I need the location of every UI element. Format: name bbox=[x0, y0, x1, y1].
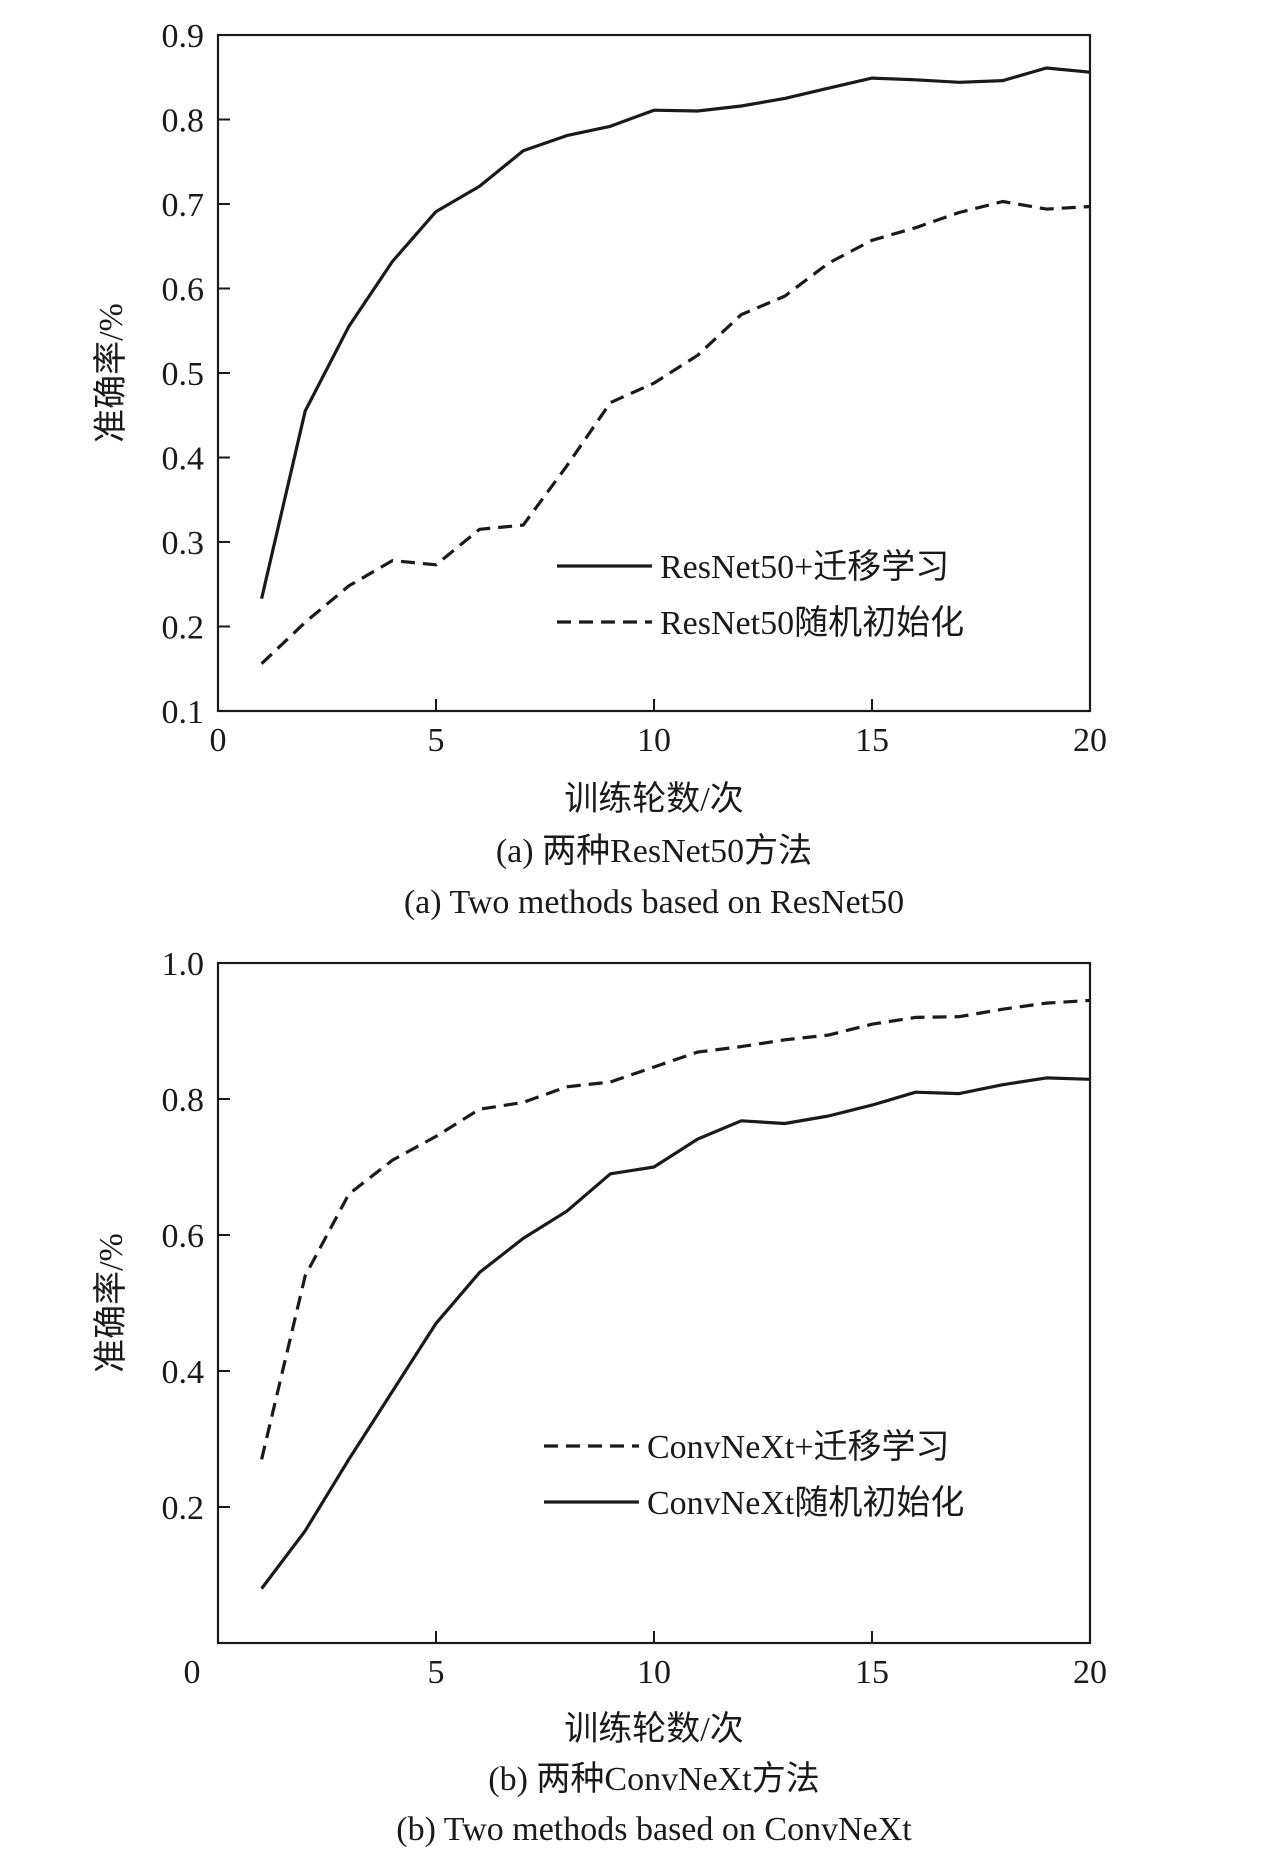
chart-a-x-tick-label: 15 bbox=[855, 722, 889, 759]
chart-a-y-tick-label: 0.8 bbox=[162, 103, 205, 140]
chart-b-x-tick-label: 20 bbox=[1073, 1654, 1107, 1691]
chart-a-x-axis: 0 5 10 15 20 bbox=[210, 699, 1107, 759]
chart-b-caption-cn: (b) 两种ConvNeXt方法 bbox=[488, 1760, 819, 1798]
chart-b-x-tick-label: 5 bbox=[428, 1654, 445, 1691]
chart-a-y-tick-label: 0.4 bbox=[162, 441, 205, 478]
chart-b-legend-label-1: ConvNeXt+迁移学习 bbox=[647, 1428, 950, 1466]
chart-a-y-tick-label: 0.5 bbox=[162, 356, 205, 393]
chart-b-x-axis: 0 5 10 15 20 bbox=[184, 1631, 1107, 1691]
chart-b-x-tick-label: 15 bbox=[855, 1654, 889, 1691]
chart-b-caption-en: (b) Two methods based on ConvNeXt bbox=[396, 1811, 912, 1848]
chart-a-x-tick-label: 5 bbox=[428, 722, 445, 759]
chart-a-series-line-2 bbox=[260, 199, 1091, 665]
chart-b-plot-frame bbox=[216, 961, 1092, 1645]
chart-a-x-tick-label: 10 bbox=[637, 722, 671, 759]
chart-a-x-tick-label: 0 bbox=[210, 722, 227, 759]
chart-b-y-tick-label: 0.8 bbox=[162, 1082, 205, 1119]
chart-b-x-tick-label: 10 bbox=[637, 1654, 671, 1691]
chart-b-y-tick-label: 1.0 bbox=[162, 946, 205, 983]
chart-a: 0.1 0.2 0.3 0.4 0.5 0.6 0.7 0.8 0.9 0 5 10 15 20 准确率… bbox=[92, 18, 1107, 921]
chart-b-series bbox=[260, 998, 1091, 1590]
chart-a-series-line-1 bbox=[260, 66, 1091, 599]
chart-a-legend-label-2: ResNet50随机初始化 bbox=[660, 604, 964, 642]
chart-a-legend-label-1: ResNet50+迁移学习 bbox=[660, 548, 949, 586]
chart-a-y-tick-label: 0.6 bbox=[162, 272, 205, 309]
chart-b: 0.2 0.4 0.6 0.8 1.0 0 5 10 15 20 准确率/% 训练轮数/次 Co… bbox=[92, 946, 1107, 1848]
chart-a-legend: ResNet50+迁移学习 ResNet50随机初始化 bbox=[557, 548, 964, 642]
chart-b-x-axis-title: 训练轮数/次 bbox=[564, 1710, 743, 1748]
chart-b-legend: ConvNeXt+迁移学习 ConvNeXt随机初始化 bbox=[544, 1428, 964, 1522]
chart-a-y-tick-label: 0.7 bbox=[162, 187, 205, 224]
chart-b-y-axis: 0.2 0.4 0.6 0.8 1.0 bbox=[162, 946, 230, 1527]
chart-a-y-tick-label: 0.9 bbox=[162, 18, 205, 55]
chart-a-x-tick-label: 20 bbox=[1073, 722, 1107, 759]
chart-a-caption-cn: (a) 两种ResNet50方法 bbox=[496, 832, 812, 870]
chart-b-y-tick-label: 0.4 bbox=[162, 1354, 205, 1391]
chart-b-y-tick-label: 0.6 bbox=[162, 1218, 205, 1255]
chart-a-y-tick-label: 0.3 bbox=[162, 525, 205, 562]
chart-b-y-tick-label: 0.2 bbox=[162, 1490, 205, 1527]
chart-a-caption-en: (a) Two methods based on ResNet50 bbox=[404, 884, 904, 921]
chart-a-y-axis-title: 准确率/% bbox=[92, 303, 130, 443]
chart-b-x-tick-label: 0 bbox=[184, 1654, 201, 1691]
chart-b-y-axis-title: 准确率/% bbox=[92, 1233, 130, 1373]
chart-a-y-tick-label: 0.1 bbox=[162, 694, 205, 731]
chart-a-x-axis-title: 训练轮数/次 bbox=[564, 780, 743, 818]
chart-b-series-line-1 bbox=[260, 998, 1091, 1460]
chart-a-y-axis: 0.1 0.2 0.3 0.4 0.5 0.6 0.7 0.8 0.9 bbox=[162, 18, 230, 731]
chart-b-series-line-2 bbox=[260, 1076, 1091, 1590]
chart-a-series bbox=[260, 66, 1091, 665]
chart-a-y-tick-label: 0.2 bbox=[162, 610, 205, 647]
chart-b-legend-label-2: ConvNeXt随机初始化 bbox=[647, 1484, 964, 1522]
